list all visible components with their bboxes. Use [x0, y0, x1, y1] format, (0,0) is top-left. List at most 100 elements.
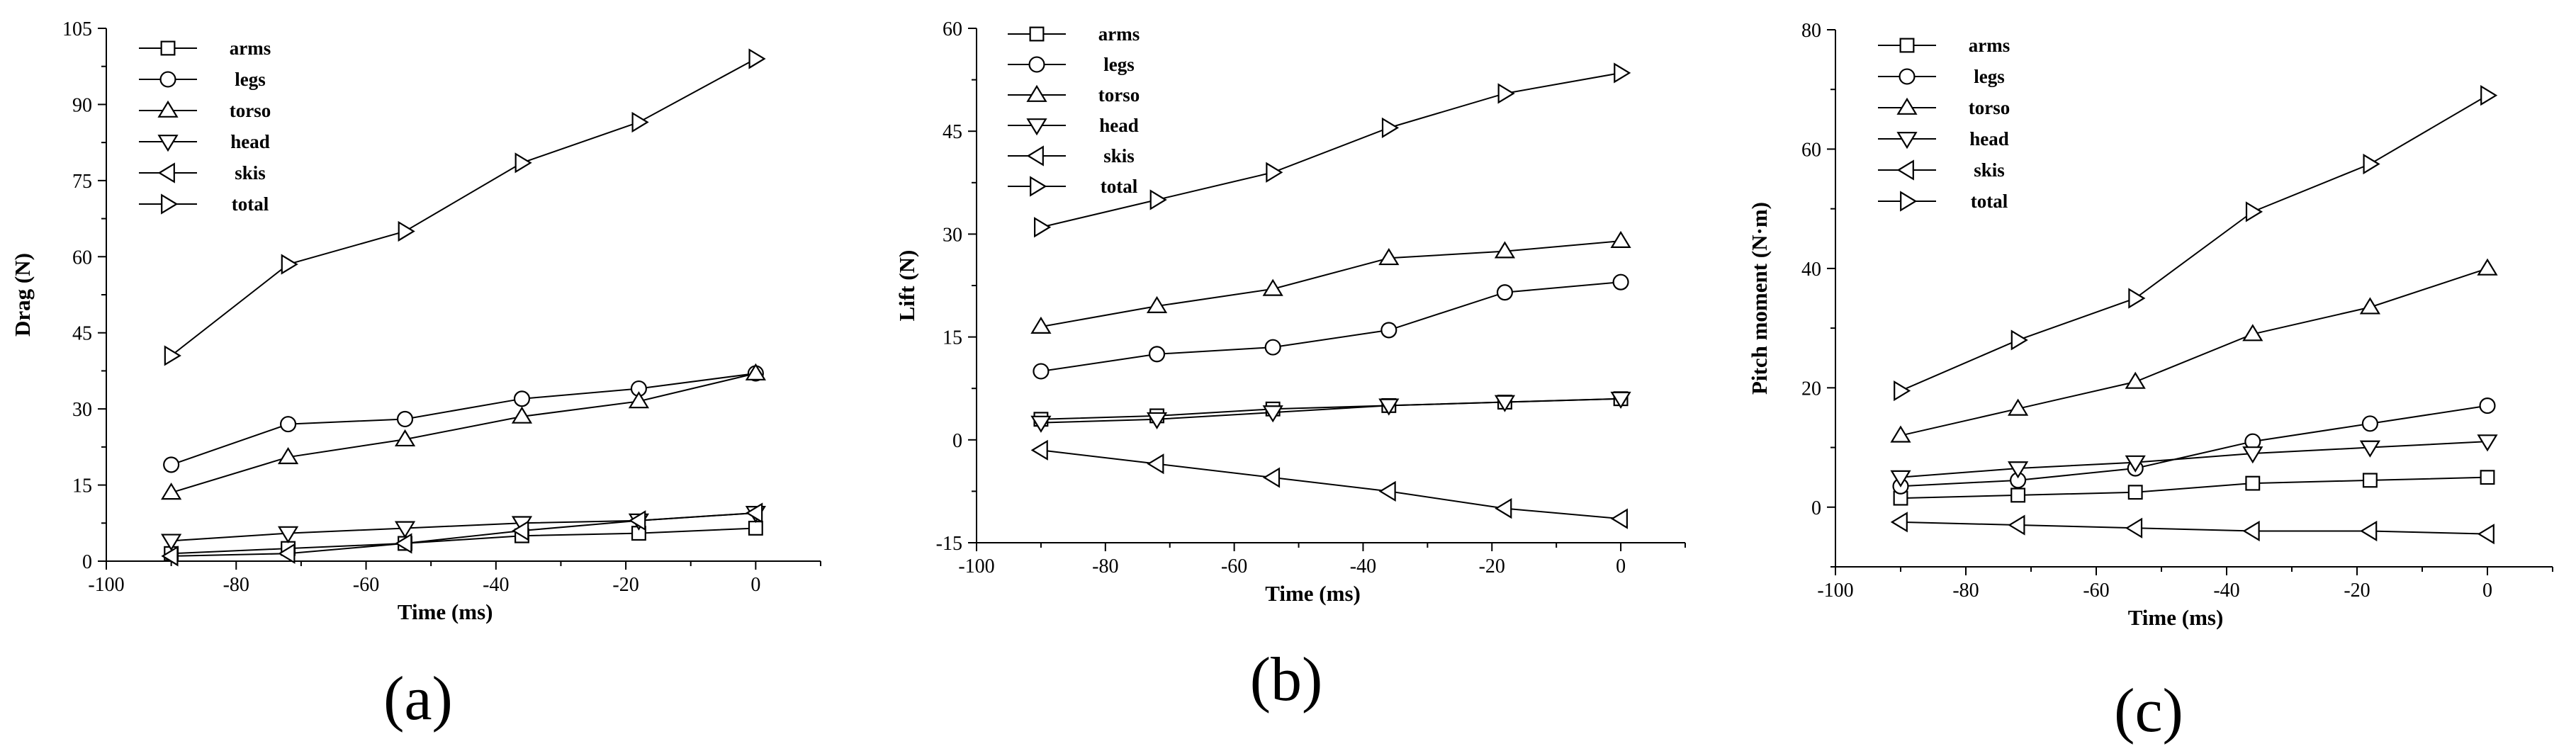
legend-label: total — [1971, 191, 2008, 212]
y-tick-label: 75 — [72, 171, 92, 193]
y-tick-label: 15 — [943, 327, 962, 349]
data-point-skis — [2242, 520, 2260, 542]
data-point-skis — [278, 543, 296, 564]
series-legs — [1892, 397, 2496, 495]
x-tick-label: 0 — [750, 574, 760, 596]
y-tick-label: 0 — [952, 430, 962, 452]
legend-label: arms — [1098, 23, 1140, 45]
series-line-legs — [1900, 405, 2488, 487]
legend-entry-torso: torso — [1008, 84, 1140, 106]
data-point-legs — [396, 410, 414, 428]
data-point-total — [1894, 380, 1911, 402]
data-point-head — [2477, 434, 2498, 452]
data-point-torso — [511, 406, 533, 424]
data-point-skis — [2360, 520, 2378, 542]
data-point-head — [394, 521, 416, 538]
data-point-head — [1494, 395, 1516, 412]
data-point-torso — [1030, 316, 1052, 334]
data-point-legs — [1033, 363, 1050, 380]
series-line-legs — [171, 373, 756, 466]
series-skis — [161, 502, 763, 567]
x-tick-label: -20 — [1479, 555, 1505, 577]
legend-marker — [1026, 118, 1047, 136]
data-point-head — [277, 526, 299, 543]
data-point-torso — [2477, 258, 2498, 276]
data-point-skis — [1030, 439, 1048, 461]
series-line-head — [1040, 397, 1621, 424]
legend-marker — [1896, 97, 1918, 115]
data-point-skis — [1147, 453, 1164, 475]
data-point-total — [748, 48, 766, 69]
series-line-arms — [1900, 476, 2488, 500]
series-skis — [1890, 512, 2495, 545]
x-tick-label: -40 — [483, 574, 509, 596]
series-line-torso — [171, 373, 756, 494]
series-line-skis — [1040, 449, 1621, 520]
legend-label: legs — [1974, 66, 2005, 87]
data-point-total — [1497, 83, 1515, 104]
legend-label: total — [232, 193, 269, 215]
data-point-legs — [1264, 339, 1281, 356]
x-tick-label: -80 — [1092, 555, 1118, 577]
legend-entry-torso: torso — [139, 100, 271, 121]
data-point-total — [2128, 288, 2146, 309]
legend-entry-skis: skis — [1008, 145, 1135, 167]
data-point-total — [514, 152, 532, 174]
y-tick-label: -15 — [936, 533, 962, 555]
data-point-legs — [1148, 346, 1166, 363]
data-point-total — [1614, 62, 1631, 84]
legend: arms legs torso head skis total — [139, 38, 271, 215]
x-tick-label: -20 — [612, 574, 639, 596]
data-point-total — [631, 111, 649, 133]
y-axis-title: Pitch moment (N·m) — [1747, 202, 1772, 395]
legend-marker — [161, 193, 179, 215]
data-point-head — [1610, 391, 1631, 409]
legend-marker — [1899, 68, 1916, 85]
chart-panel-1: -100 -80 -60 -40 -20 0 0 15 30 45 60 75 90 105 Time (m… — [10, 18, 821, 733]
data-point-total — [1381, 117, 1400, 138]
data-point-legs — [2361, 415, 2378, 432]
series-line-skis — [171, 512, 756, 557]
data-point-skis — [395, 533, 412, 554]
legend-entry-legs: legs — [1008, 54, 1135, 75]
data-point-total — [164, 345, 181, 366]
x-tick-label: -100 — [1817, 580, 1853, 602]
legend-entry-legs: legs — [1878, 66, 2005, 87]
legend-marker — [157, 135, 179, 152]
data-point-total — [1149, 189, 1167, 210]
x-tick-label: -80 — [223, 574, 249, 596]
x-tick-label: -80 — [1952, 580, 1979, 602]
x-tick-label: -60 — [1221, 555, 1247, 577]
data-point-legs — [2479, 397, 2496, 414]
panel-label: (a) — [383, 665, 453, 733]
data-point-torso — [1610, 230, 1631, 248]
legend-entry-torso: torso — [1878, 97, 2010, 118]
y-tick-label: 40 — [1801, 259, 1821, 281]
legend-marker — [1896, 159, 1914, 181]
legend-entry-arms: arms — [1878, 35, 2010, 56]
data-point-legs — [1496, 284, 1514, 301]
x-tick-label: 0 — [2482, 580, 2492, 602]
data-point-skis — [2008, 514, 2025, 536]
legend-marker — [157, 162, 175, 184]
data-point-total — [2363, 153, 2380, 175]
data-point-torso — [1146, 295, 1168, 313]
series-line-torso — [1900, 267, 2488, 436]
data-point-skis — [1610, 508, 1628, 529]
series-total — [164, 48, 766, 366]
data-point-total — [1034, 217, 1052, 238]
legend-entry-skis: skis — [1878, 159, 2005, 181]
y-tick-label: 60 — [1801, 139, 1821, 161]
legend-marker — [1900, 191, 1918, 212]
data-point-arms — [2127, 485, 2143, 500]
data-point-legs — [513, 390, 531, 407]
data-point-torso — [1890, 425, 1911, 443]
series-total — [1034, 62, 1631, 238]
y-axis-title: Drag (N) — [10, 253, 35, 337]
legend: arms legs torso head skis total — [1008, 23, 1140, 197]
legend-label: legs — [235, 69, 266, 90]
legend-marker — [1029, 26, 1045, 42]
legend-label: skis — [235, 162, 266, 184]
y-tick-label: 60 — [72, 247, 92, 269]
